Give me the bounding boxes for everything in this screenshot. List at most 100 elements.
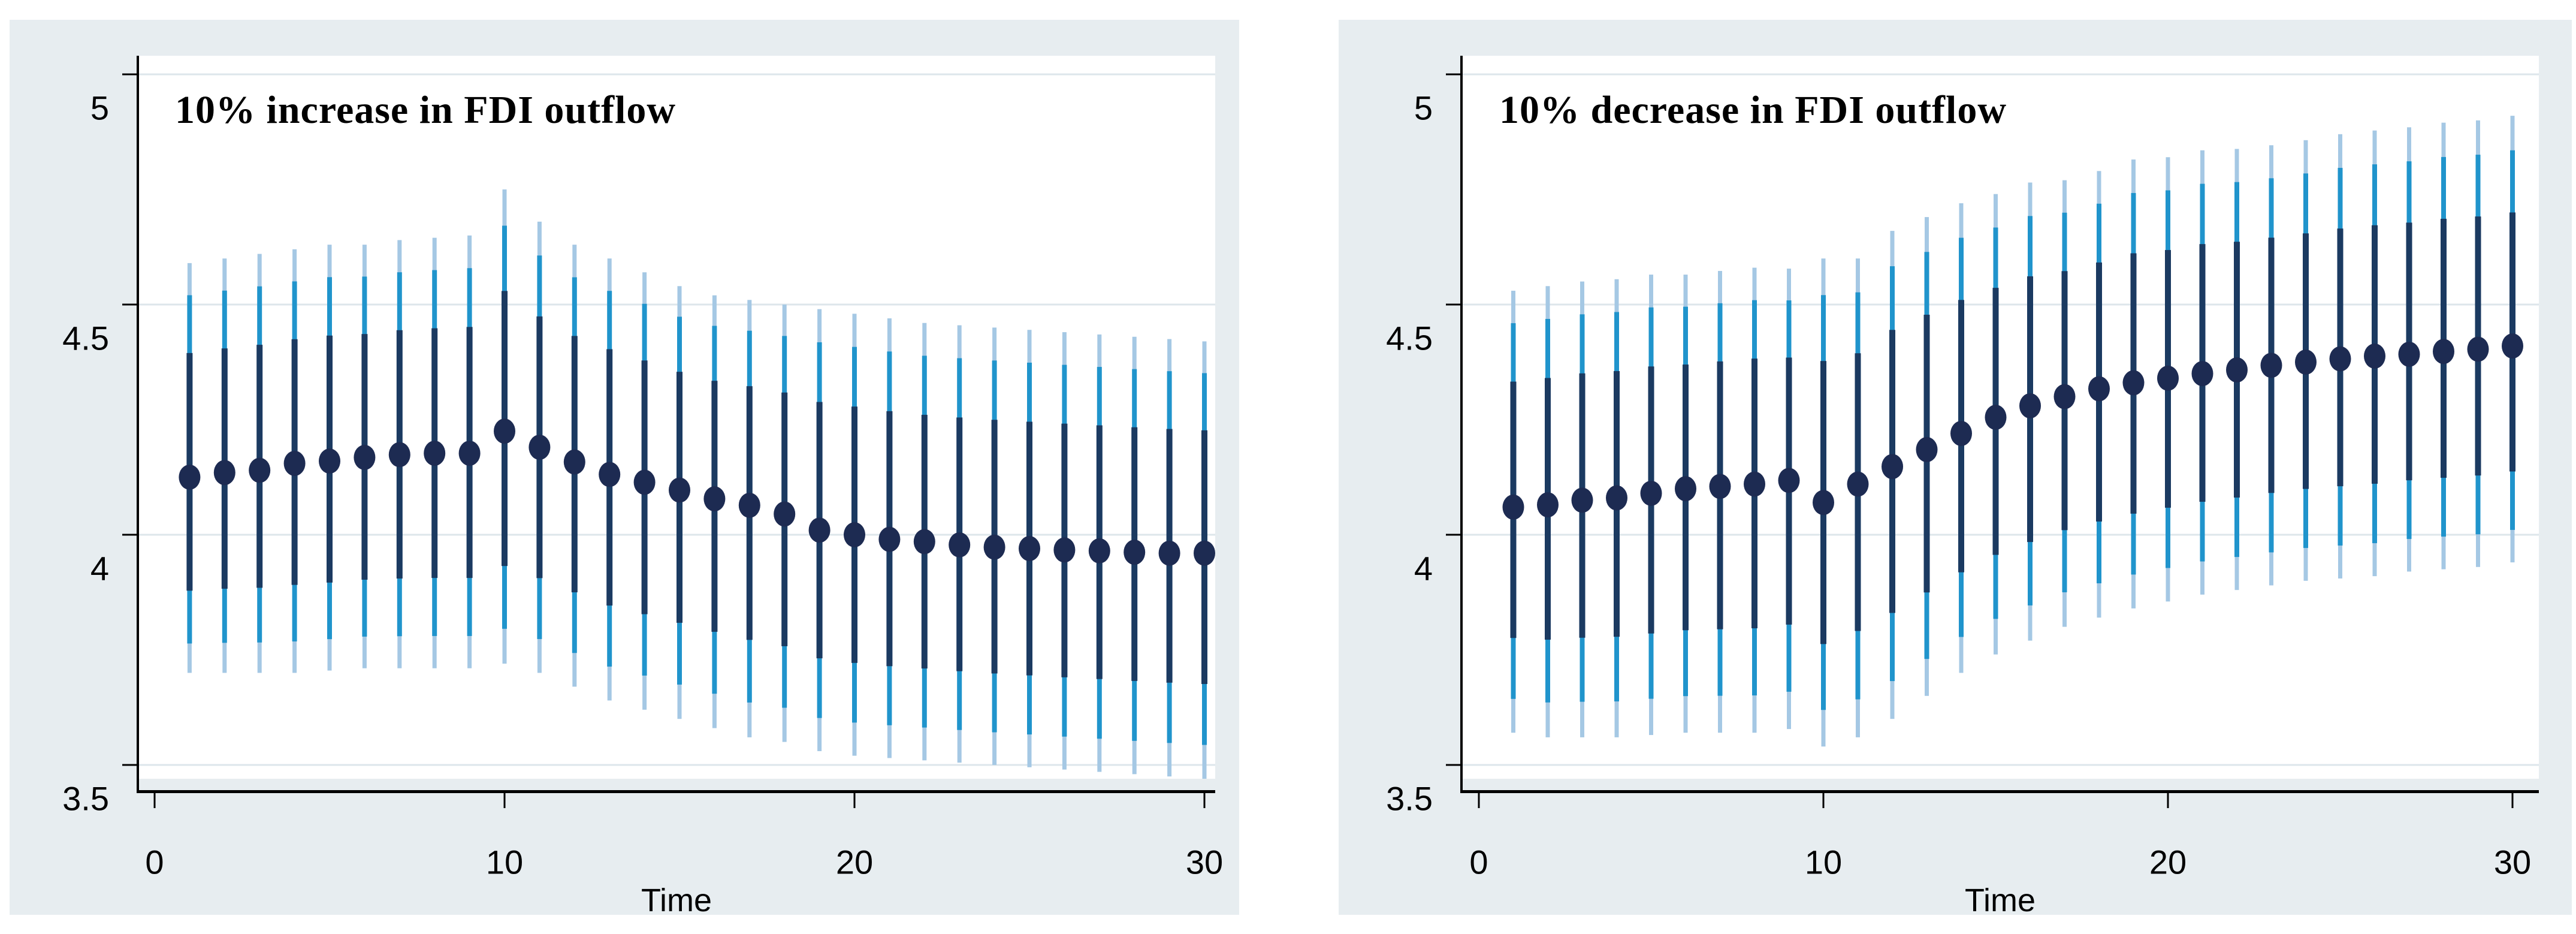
ci-bar [1194, 341, 1215, 779]
point-marker [2122, 370, 2145, 396]
y-tick-label: 3.5 [62, 780, 109, 818]
ci-bar [1675, 275, 1696, 733]
ci-bar [2053, 180, 2076, 627]
ci-bar [494, 189, 515, 664]
x-tick-label: 10 [1805, 843, 1842, 881]
y-gridline [138, 303, 1215, 306]
ci-bar [1606, 279, 1627, 737]
point-marker [2295, 350, 2317, 375]
y-tick-label: 4.5 [62, 320, 109, 357]
point-marker [249, 457, 271, 483]
point-marker [494, 418, 515, 444]
chart-title-decrease: 10% decrease in FDI outflow [1499, 88, 2007, 132]
point-marker [2226, 357, 2248, 383]
ci-bar [633, 272, 656, 710]
x-tick [153, 793, 156, 808]
x-tick [503, 793, 506, 808]
ci-bar [983, 327, 1005, 765]
point-marker [2019, 393, 2041, 418]
ci-bar [2088, 171, 2110, 618]
ci-bar [1088, 334, 1110, 772]
point-marker [2364, 344, 2385, 369]
point-marker [319, 448, 340, 474]
y-tick-label: 4.5 [1386, 320, 1433, 357]
x-axis-title: Time [1965, 882, 2036, 915]
ci-bar [703, 295, 726, 728]
ci-bar [1709, 270, 1731, 733]
ci-bar [354, 245, 376, 668]
point-marker [2433, 339, 2454, 364]
ci-bar [738, 300, 760, 737]
chart-title-increase: 10% increase in FDI outflow [175, 88, 677, 132]
y-tick [1446, 534, 1461, 536]
ci-bar [1537, 286, 1559, 737]
point-marker [844, 522, 865, 547]
ci-bar [2467, 120, 2489, 567]
point-marker [633, 469, 656, 495]
point-marker [2329, 346, 2351, 372]
ci-bar [1053, 332, 1076, 770]
y-tick-label: 4 [1414, 550, 1433, 587]
ci-bar [2191, 150, 2213, 595]
point-marker [1502, 494, 1524, 520]
point-marker [669, 477, 690, 503]
x-axis-line [1460, 790, 2539, 793]
ci-bar [2329, 134, 2351, 579]
point-marker [1744, 471, 1765, 497]
ci-bar [458, 235, 481, 668]
point-marker [1640, 480, 1662, 506]
point-marker [2502, 333, 2523, 359]
x-tick [2511, 793, 2514, 808]
point-marker [283, 450, 306, 476]
y-tick-label: 3.5 [1386, 780, 1433, 818]
y-gridline [1461, 534, 2539, 536]
point-marker [1950, 421, 1972, 447]
point-marker [1158, 540, 1180, 566]
ci-bar [249, 254, 271, 673]
point-marker [563, 449, 585, 475]
ci-bar [529, 221, 551, 673]
x-tick-label: 30 [1186, 843, 1223, 881]
fdi-decrease-chart: 3.5 4 4.5 5 0 10 20 30 Time [1339, 20, 2572, 915]
point-marker [179, 465, 201, 490]
point-marker [1813, 490, 1834, 516]
ci-bar [563, 245, 585, 687]
point-marker [599, 462, 621, 487]
point-marker [213, 460, 235, 486]
point-marker [1571, 487, 1593, 513]
point-marker [2260, 352, 2282, 378]
point-marker [1916, 436, 1938, 462]
ci-bar [913, 323, 935, 761]
x-tick-label: 20 [2149, 843, 2187, 881]
ci-bar [1813, 258, 1834, 747]
ci-bar [1158, 339, 1180, 777]
ci-bar [2226, 149, 2248, 590]
ci-bar [1778, 269, 1800, 730]
y-gridline [1461, 73, 2539, 76]
y-tick [1446, 73, 1461, 76]
ci-bar [1916, 217, 1938, 696]
ci-bar [1882, 231, 1903, 719]
y-gridline [138, 73, 1215, 76]
point-marker [2467, 336, 2489, 362]
point-marker [1537, 492, 1559, 518]
x-tick [853, 793, 856, 808]
ci-bar [1847, 258, 1869, 737]
y-tick [1446, 764, 1461, 766]
y-tick [1446, 303, 1461, 306]
ci-bar [1640, 275, 1662, 736]
ci-bar [844, 314, 865, 756]
x-tick [1203, 793, 1206, 808]
x-tick-label: 30 [2494, 843, 2531, 881]
y-tick-label: 5 [1414, 89, 1433, 127]
y-tick [122, 764, 138, 766]
point-marker [2398, 341, 2420, 367]
ci-bar [599, 258, 621, 701]
y-tick [122, 73, 138, 76]
ci-bar [319, 245, 340, 671]
point-marker [983, 534, 1005, 560]
point-marker [1606, 485, 1627, 511]
point-marker [424, 441, 446, 466]
point-marker [2053, 384, 2076, 409]
y-gridline [1461, 303, 2539, 306]
